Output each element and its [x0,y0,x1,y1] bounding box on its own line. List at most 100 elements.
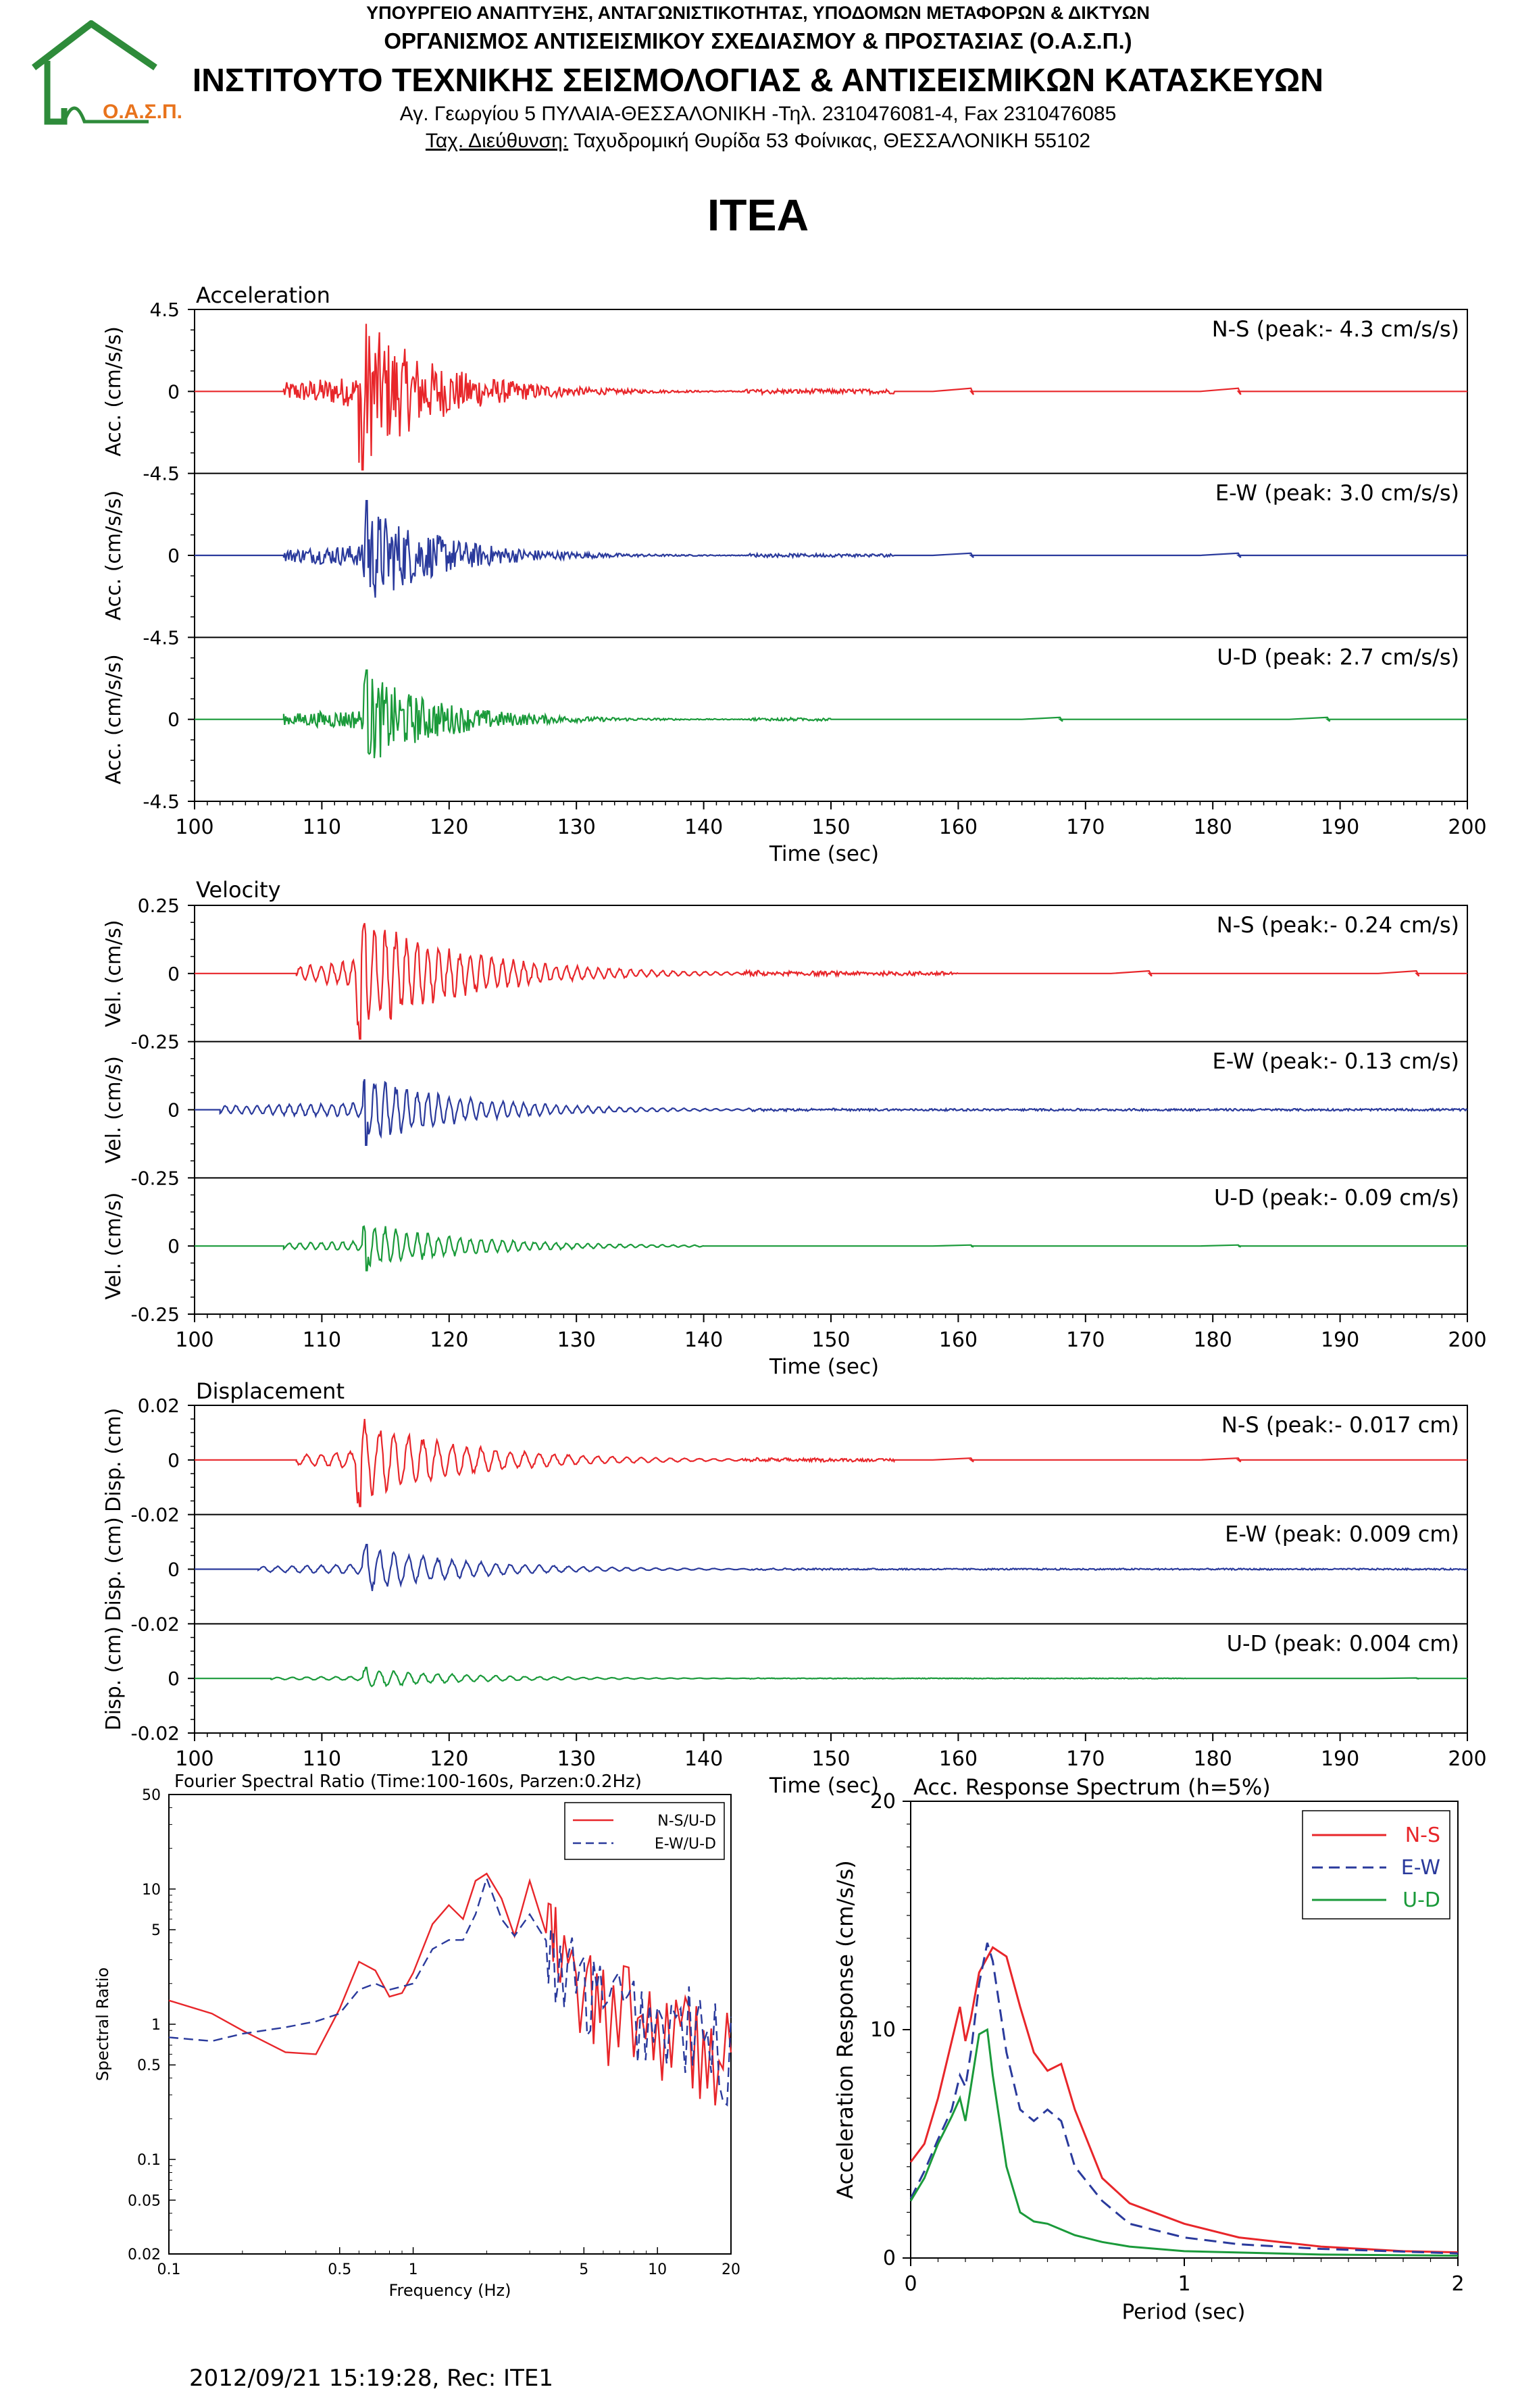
series-label: U-D (peak: 2.7 cm/s/s) [1217,644,1459,670]
x-tick-label: 180 [1194,1328,1232,1352]
x-tick-label: 110 [303,1328,341,1352]
y-axis-label: Disp. (cm) [102,1626,126,1730]
y-tick-label: 0.1 [137,2152,161,2169]
x-tick-label: 130 [557,1747,596,1771]
chart-title: Velocity [196,877,281,903]
line-n-s-u-d [168,1872,732,2106]
y-tick-label: 5 [151,1922,161,1939]
chart-title: Acceleration [196,282,330,308]
postal-line: Ταχ. Διεύθυνση: Ταχυδρομική Θυρίδα 53 Φο… [0,130,1516,153]
legend-label: N-S/U-D [657,1813,716,1830]
series-label: E-W (peak:- 0.13 cm/s) [1212,1049,1459,1074]
series-label: E-W (peak: 0.009 cm) [1225,1522,1459,1547]
ministry-title: ΥΠΟΥΡΓΕΙΟ ΑΝΑΠΤΥΞΗΣ, ΑΝΤΑΓΩΝΙΣΤΙΚΟΤΗΤΑΣ,… [366,3,1150,23]
waveform-u-d [195,669,1467,759]
x-tick-label: 170 [1066,1747,1105,1771]
y-tick-label: 10 [142,1882,161,1899]
station-name: ITEA [707,190,809,240]
logo-text: Ο.Α.Σ.Π. [103,101,182,123]
y-tick-label: -0.02 [131,1613,180,1635]
record-footer: 2012/09/21 15:19:28, Rec: ITE1 [189,2365,553,2392]
x-tick-label: 140 [684,1747,723,1771]
y-axis-label: Spectral Ratio [93,1967,112,2081]
y-tick-label: 0 [168,963,180,985]
line-e-w [909,1942,1459,2255]
legend-label: E-W/U-D [655,1836,716,1853]
x-axis-label: Frequency (Hz) [389,2281,511,2300]
x-axis-label: Period (sec) [1122,2300,1246,2324]
x-tick-label: 190 [1321,1328,1359,1352]
legend: N-S E-W U-D [1302,1810,1450,1920]
waveform-n-s [195,1418,1467,1507]
y-axis-label: Vel. (cm/s) [102,1193,126,1300]
x-tick-label: 160 [939,1328,978,1352]
legend-label: E-W [1401,1856,1440,1880]
x-tick-label: 160 [939,816,978,839]
oasp-logo: Ο.Α.Σ.Π. [31,20,182,125]
chart-response-spectrum: Acc. Response Spectrum (h=5%) 20 10 00 1 2 Per… [832,1774,1465,2324]
waveform-n-s [195,324,1467,471]
y-tick-label: 0.5 [137,2057,161,2074]
chart-title: Acc. Response Spectrum (h=5%) [913,1774,1271,1800]
line-e-w-u-d [168,1876,732,2107]
legend: N-S/U-D E-W/U-D [564,1802,725,1860]
x-tick-label: 200 [1448,1328,1486,1352]
y-tick-label: -0.25 [131,1303,180,1326]
x-tick-label: 190 [1321,816,1359,839]
x-tick-label: 1 [1178,2272,1190,2296]
y-tick-label: 50 [142,1787,161,1804]
x-tick-label: 190 [1321,1747,1359,1771]
y-tick-label: -0.25 [131,1167,180,1189]
x-tick-label: 160 [939,1747,978,1771]
y-tick-label: 0 [168,1559,180,1581]
y-tick-label: -4.5 [143,626,180,649]
x-tick-label: 140 [684,816,723,839]
y-tick-label: -0.02 [131,1504,180,1526]
legend-label: U-D [1403,1888,1440,1912]
x-tick-label: 120 [430,816,468,839]
legend-label: N-S [1405,1824,1440,1847]
y-axis-label: Acc. (cm/s/s) [102,326,126,457]
y-axis-label: Disp. (cm) [102,1408,126,1512]
series-label: U-D (peak:- 0.09 cm/s) [1214,1184,1459,1210]
y-tick-label: 20 [870,1790,896,1813]
series-label: N-S (peak:- 0.24 cm/s) [1217,912,1459,938]
x-tick-label: 10 [648,2261,667,2278]
chart-title: Displacement [196,1378,345,1404]
waveform-e-w [195,1079,1468,1146]
legend-box [564,1802,725,1860]
x-tick-label: 180 [1194,1747,1232,1771]
waveform-u-d [195,1666,1467,1688]
organization-title: ΟΡΓΑΝΙΣΜΟΣ ΑΝΤΙΣΕΙΣΜΙΚΟΥ ΣΧΕΔΙΑΣΜΟΥ & ΠΡ… [384,28,1132,53]
chart-acceleration: Acceleration 4.5 0 -4.5 Acc. (cm/s/s) N-S (pe… [102,282,1487,866]
x-tick-label: 100 [175,816,213,839]
x-tick-label: 200 [1448,1747,1486,1771]
institute-title: ΙΝΣΤΙΤΟΥΤΟ ΤΕΧΝΙΚΗΣ ΣΕΙΣΜΟΛΟΓΙΑΣ & ΑΝΤΙΣ… [192,63,1324,99]
series-label: N-S (peak:- 0.017 cm) [1221,1412,1459,1438]
address-line: Αγ. Γεωργίου 5 ΠΥΛΑΙΑ-ΘΕΣΣΑΛΟΝΙΚΗ -Τηλ. … [399,103,1117,125]
y-tick-label: 0 [168,1235,180,1257]
x-tick-label: 130 [557,1328,596,1352]
x-tick-label: 1 [409,2261,418,2278]
x-tick-label: 120 [430,1747,468,1771]
x-tick-label: 0.1 [157,2261,181,2278]
x-tick-label: 2 [1451,2272,1464,2296]
chart-title: Fourier Spectral Ratio (Time:100-160s, P… [174,1772,642,1792]
y-tick-label: 0 [168,545,180,567]
y-axis-label: Vel. (cm/s) [102,1056,126,1163]
y-axis-label: Acceleration Response (cm/s/s) [832,1860,858,2199]
series-label: U-D (peak: 0.004 cm) [1227,1630,1459,1656]
x-tick-label: 180 [1194,816,1232,839]
y-tick-label: 0 [883,2247,896,2270]
series-label: N-S (peak:- 4.3 cm/s/s) [1212,316,1459,342]
y-tick-label: 0.02 [128,2247,161,2263]
y-tick-label: -0.02 [131,1722,180,1745]
y-tick-label: 0.02 [138,1395,180,1417]
waveform-e-w [195,1544,1468,1591]
y-tick-label: 4.5 [149,299,180,321]
x-tick-label: 130 [557,816,596,839]
y-axis-label: Acc. (cm/s/s) [102,654,126,784]
